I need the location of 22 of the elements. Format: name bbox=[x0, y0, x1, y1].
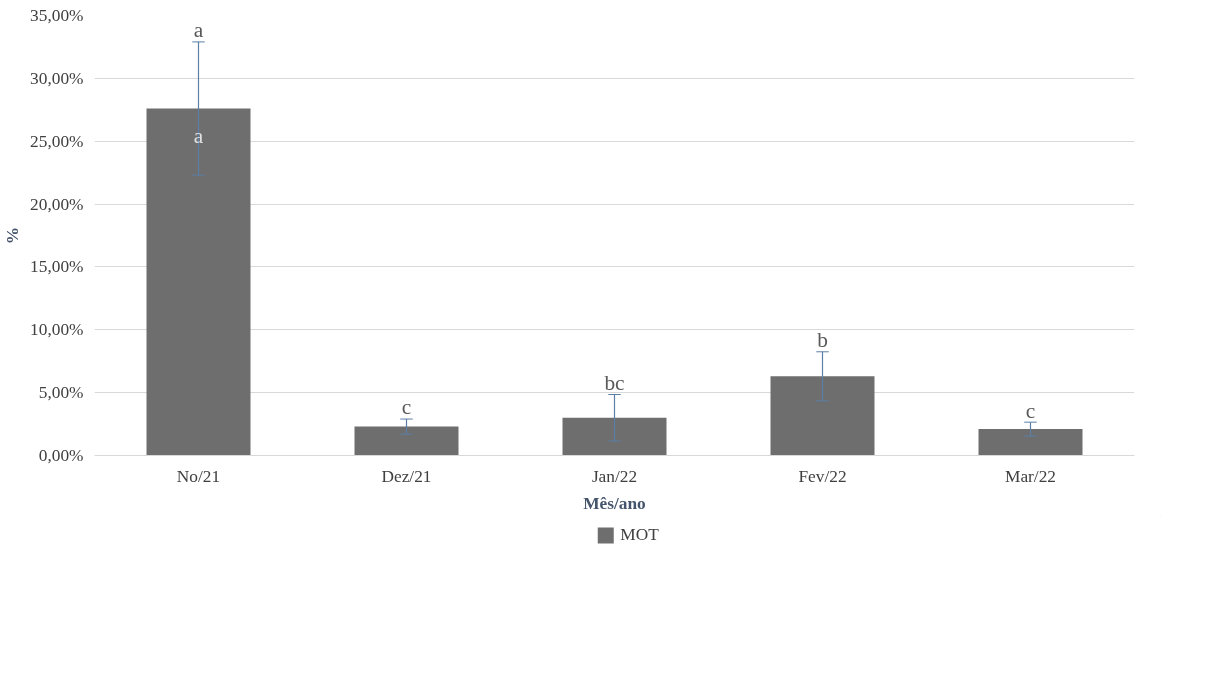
y-tick-label: 20,00% bbox=[30, 194, 84, 214]
y-tick-label: 25,00% bbox=[30, 131, 84, 151]
y-axis-title: % bbox=[3, 226, 23, 245]
y-tick-label: 0,00% bbox=[38, 446, 84, 465]
annotation: a bbox=[193, 17, 204, 42]
y-tick-label: 15,00% bbox=[30, 257, 84, 277]
y-tick-label: 10,00% bbox=[30, 320, 84, 340]
annotation: a bbox=[193, 123, 204, 148]
annotation: c bbox=[1025, 398, 1036, 423]
legend-label: MOT bbox=[620, 525, 659, 545]
y-tick-label: 35,00% bbox=[30, 6, 84, 25]
x-tick-label: Dez/21 bbox=[381, 466, 432, 486]
x-tick-label: Mar/22 bbox=[1004, 466, 1057, 486]
x-tick-label: Fev/22 bbox=[798, 466, 847, 486]
x-tick-label: Jan/22 bbox=[591, 466, 638, 486]
annotation: b bbox=[817, 327, 828, 352]
y-tick-label: 30,00% bbox=[30, 68, 84, 88]
x-tick-label: No/21 bbox=[176, 466, 221, 486]
y-tick-label: 5,00% bbox=[38, 383, 84, 403]
annotation: c bbox=[401, 395, 412, 420]
annotation: bc bbox=[604, 371, 625, 396]
x-axis-title: Mês/ano bbox=[583, 493, 646, 513]
